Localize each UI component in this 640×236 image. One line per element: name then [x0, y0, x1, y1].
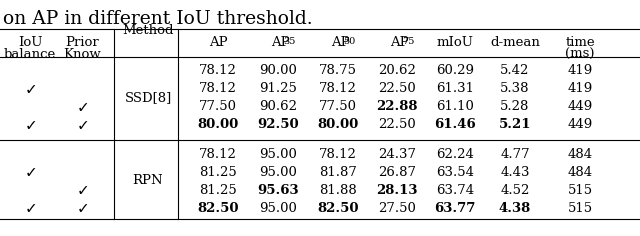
Text: time: time	[565, 36, 595, 49]
Text: on AP in different IoU threshold.: on AP in different IoU threshold.	[3, 10, 312, 28]
Text: SSD[8]: SSD[8]	[124, 92, 172, 105]
Text: 95.00: 95.00	[259, 165, 297, 178]
Text: 62.24: 62.24	[436, 148, 474, 160]
Text: AP: AP	[271, 36, 290, 49]
Text: 4.77: 4.77	[500, 148, 530, 160]
Text: 63.54: 63.54	[436, 165, 474, 178]
Text: 95.00: 95.00	[259, 148, 297, 160]
Text: RPN: RPN	[132, 174, 163, 187]
Text: $\checkmark$: $\checkmark$	[76, 100, 88, 114]
Text: $\checkmark$: $\checkmark$	[24, 118, 36, 132]
Text: 5.21: 5.21	[499, 118, 531, 131]
Text: 63.74: 63.74	[436, 184, 474, 197]
Text: 80.00: 80.00	[317, 118, 358, 131]
Text: 449: 449	[568, 101, 593, 114]
Text: 449: 449	[568, 118, 593, 131]
Text: 22.50: 22.50	[378, 83, 416, 96]
Text: $\checkmark$: $\checkmark$	[76, 182, 88, 198]
Text: 484: 484	[568, 165, 593, 178]
Text: 61.31: 61.31	[436, 83, 474, 96]
Text: 4.38: 4.38	[499, 202, 531, 215]
Text: 4.43: 4.43	[500, 165, 530, 178]
Text: 24.37: 24.37	[378, 148, 416, 160]
Text: 419: 419	[568, 83, 593, 96]
Text: 60.29: 60.29	[436, 64, 474, 77]
Text: 82.50: 82.50	[317, 202, 359, 215]
Text: AP: AP	[390, 36, 408, 49]
Text: 78.12: 78.12	[319, 148, 357, 160]
Text: 77.50: 77.50	[319, 101, 357, 114]
Text: 95.00: 95.00	[259, 202, 297, 215]
Text: balance: balance	[4, 48, 56, 61]
Text: 4.52: 4.52	[500, 184, 530, 197]
Text: 91.25: 91.25	[259, 83, 297, 96]
Text: 95.63: 95.63	[257, 184, 299, 197]
Text: 78.12: 78.12	[199, 148, 237, 160]
Text: 28.13: 28.13	[376, 184, 418, 197]
Text: 75: 75	[402, 37, 414, 46]
Text: 78.12: 78.12	[319, 83, 357, 96]
Text: 484: 484	[568, 148, 593, 160]
Text: 81.25: 81.25	[199, 184, 237, 197]
Text: $\checkmark$: $\checkmark$	[24, 164, 36, 180]
Text: 92.50: 92.50	[257, 118, 299, 131]
Text: 77.50: 77.50	[199, 101, 237, 114]
Text: 80.00: 80.00	[197, 118, 239, 131]
Text: 90.62: 90.62	[259, 101, 297, 114]
Text: 26.87: 26.87	[378, 165, 416, 178]
Text: $\checkmark$: $\checkmark$	[24, 81, 36, 97]
Text: Method: Method	[122, 25, 173, 38]
Text: Prior: Prior	[65, 36, 99, 49]
Text: 22.88: 22.88	[376, 101, 418, 114]
Text: 81.87: 81.87	[319, 165, 357, 178]
Text: AP: AP	[209, 36, 227, 49]
Text: 27.50: 27.50	[378, 202, 416, 215]
Text: 5.42: 5.42	[500, 64, 530, 77]
Text: (ms): (ms)	[565, 48, 595, 61]
Text: 82.50: 82.50	[197, 202, 239, 215]
Text: $\checkmark$: $\checkmark$	[24, 201, 36, 215]
Text: 22.50: 22.50	[378, 118, 416, 131]
Text: 35: 35	[283, 37, 296, 46]
Text: 5.28: 5.28	[500, 101, 530, 114]
Text: 63.77: 63.77	[435, 202, 476, 215]
Text: mIoU: mIoU	[436, 36, 474, 49]
Text: 78.75: 78.75	[319, 64, 357, 77]
Text: 61.46: 61.46	[434, 118, 476, 131]
Text: 61.10: 61.10	[436, 101, 474, 114]
Text: 5.38: 5.38	[500, 83, 530, 96]
Text: $\checkmark$: $\checkmark$	[76, 118, 88, 132]
Text: 90.00: 90.00	[259, 64, 297, 77]
Text: 515: 515	[568, 202, 593, 215]
Text: 419: 419	[568, 64, 593, 77]
Text: 81.88: 81.88	[319, 184, 357, 197]
Text: d-mean: d-mean	[490, 36, 540, 49]
Text: AP: AP	[331, 36, 349, 49]
Text: 20.62: 20.62	[378, 64, 416, 77]
Text: 50: 50	[343, 37, 355, 46]
Text: Know: Know	[63, 48, 101, 61]
Text: 515: 515	[568, 184, 593, 197]
Text: 78.12: 78.12	[199, 83, 237, 96]
Text: 78.12: 78.12	[199, 64, 237, 77]
Text: 81.25: 81.25	[199, 165, 237, 178]
Text: IoU: IoU	[18, 36, 42, 49]
Text: $\checkmark$: $\checkmark$	[76, 201, 88, 215]
